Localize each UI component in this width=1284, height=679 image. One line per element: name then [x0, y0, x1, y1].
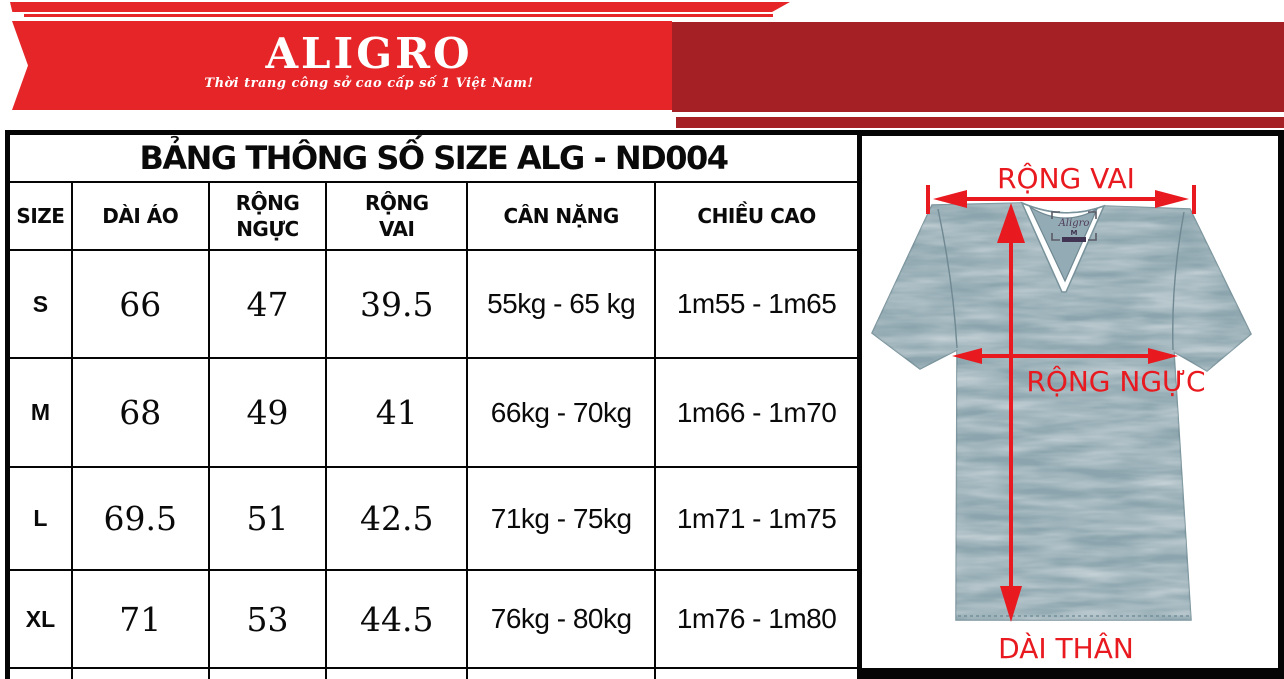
table-title: BẢNG THÔNG SỐ SIZE ALG - ND004 [6, 131, 861, 183]
cell-chieu-cao: 1m71 - 1m75 [654, 466, 861, 571]
cell-size: XL [6, 569, 73, 669]
cell-chieu-cao: 1m76 - 1m80 [654, 569, 861, 669]
tag-bracket-marks [1051, 211, 1097, 241]
table-row-cutoff [6, 667, 861, 679]
length-arrow-line [1009, 230, 1013, 595]
banner-thin-strip [24, 14, 773, 17]
tag-size-text: M [1071, 229, 1078, 237]
cell-rong-nguc: 47 [207, 249, 328, 359]
table-row-s: S 66 47 39.5 55kg - 65 kg 1m55 - 1m65 [6, 249, 861, 359]
col-header-dai-ao: DÀI ÁO [70, 181, 210, 251]
chest-width-label: RỘNG NGỰC [1026, 364, 1205, 398]
shirt-diagram: Aligro M RỘNG VAI RỘNG NGỰC DÀI THÂN [871, 161, 1252, 665]
cell-can-nang: 55kg - 65 kg [466, 249, 657, 359]
col-header-rong-vai: RỘNG VAI [325, 181, 469, 251]
tag-brand-text: Aligro [1058, 218, 1090, 229]
banner-dark-block [672, 22, 1284, 112]
shoulder-right-tick [1192, 185, 1196, 214]
cell-dai-ao: 71 [70, 569, 210, 669]
banner-top-strip [10, 2, 790, 12]
shoulder-left-tick [926, 185, 930, 214]
brand-ribbon: ALIGRO Thời trang công sở cao cấp số 1 V… [12, 21, 672, 110]
table-row-l: L 69.5 51 42.5 71kg - 75kg 1m71 - 1m75 [6, 466, 861, 571]
cell-rong-nguc: 49 [207, 357, 328, 468]
chest-arrow-line [975, 354, 1152, 358]
cell-rong-vai: 42.5 [325, 466, 469, 571]
chest-arrow-right-head [1148, 348, 1178, 364]
brand-ribbon-content: ALIGRO Thời trang công sở cao cấp số 1 V… [39, 21, 672, 110]
cell-chieu-cao: 1m55 - 1m65 [654, 249, 861, 359]
cell-rong-vai: 44.5 [325, 569, 469, 669]
cell-rong-nguc: 51 [207, 466, 328, 571]
brand-tagline: Thời trang công sở cao cấp số 1 Việt Nam… [204, 76, 534, 91]
col-header-chieu-cao: CHIỀU CAO [654, 181, 861, 251]
length-arrow-bottom-head [1000, 586, 1022, 622]
cell-can-nang: 66kg - 70kg [466, 357, 657, 468]
cell-size: M [6, 357, 73, 468]
table-header-row: SIZE DÀI ÁO RỘNG NGỰC RỘNG VAI CÂN NẶNG … [6, 181, 861, 251]
collar-band [1028, 205, 1099, 283]
cell-size: L [6, 466, 73, 571]
brand-logo: ALIGRO [265, 29, 473, 78]
left-sleeve-seam [937, 208, 958, 349]
right-sleeve-seam [1172, 211, 1185, 351]
table-row-m: M 68 49 41 66kg - 70kg 1m66 - 1m70 [6, 357, 861, 468]
col-header-rong-nguc: RỘNG NGỰC [207, 181, 328, 251]
col-header-size: SIZE [6, 181, 73, 251]
tag-barcode [1062, 237, 1086, 242]
cell-can-nang: 76kg - 80kg [466, 569, 657, 669]
chest-arrow-left-head [952, 348, 982, 364]
cell-dai-ao: 68 [70, 357, 210, 468]
collar-tag: Aligro M [1051, 211, 1097, 242]
col-header-can-nang: CÂN NẶNG [466, 181, 657, 251]
table-title-row: BẢNG THÔNG SỐ SIZE ALG - ND004 [6, 131, 861, 183]
cell-can-nang: 71kg - 75kg [466, 466, 657, 571]
cell-rong-vai: 41 [325, 357, 469, 468]
cell-rong-vai: 39.5 [325, 249, 469, 359]
length-arrow-top-head [997, 203, 1025, 243]
size-table: BẢNG THÔNG SỐ SIZE ALG - ND004 SIZE DÀI … [5, 130, 862, 679]
body-length-label: DÀI THÂN [998, 631, 1134, 665]
cell-size: S [6, 249, 73, 359]
cell-chieu-cao: 1m66 - 1m70 [654, 357, 861, 468]
cell-dai-ao: 66 [70, 249, 210, 359]
cell-dai-ao: 69.5 [70, 466, 210, 571]
size-chart: BẢNG THÔNG SỐ SIZE ALG - ND004 SIZE DÀI … [5, 130, 862, 679]
measurement-annotations: RỘNG VAI RỘNG NGỰC DÀI THÂN [926, 161, 1206, 665]
shoulder-arrow-line [955, 197, 1167, 201]
tshirt-illustration: Aligro M [871, 201, 1252, 621]
shoulder-width-label: RỘNG VAI [997, 161, 1135, 195]
table-row-xl: XL 71 53 44.5 76kg - 80kg 1m76 - 1m80 [6, 569, 861, 669]
cell-rong-nguc: 53 [207, 569, 328, 669]
shoulder-arrow-left-head [933, 190, 967, 208]
shirt-diagram-panel: Aligro M RỘNG VAI RỘNG NGỰC DÀI THÂN [862, 130, 1284, 679]
banner-dark-strip [676, 117, 1284, 128]
shoulder-arrow-right-head [1155, 190, 1189, 208]
